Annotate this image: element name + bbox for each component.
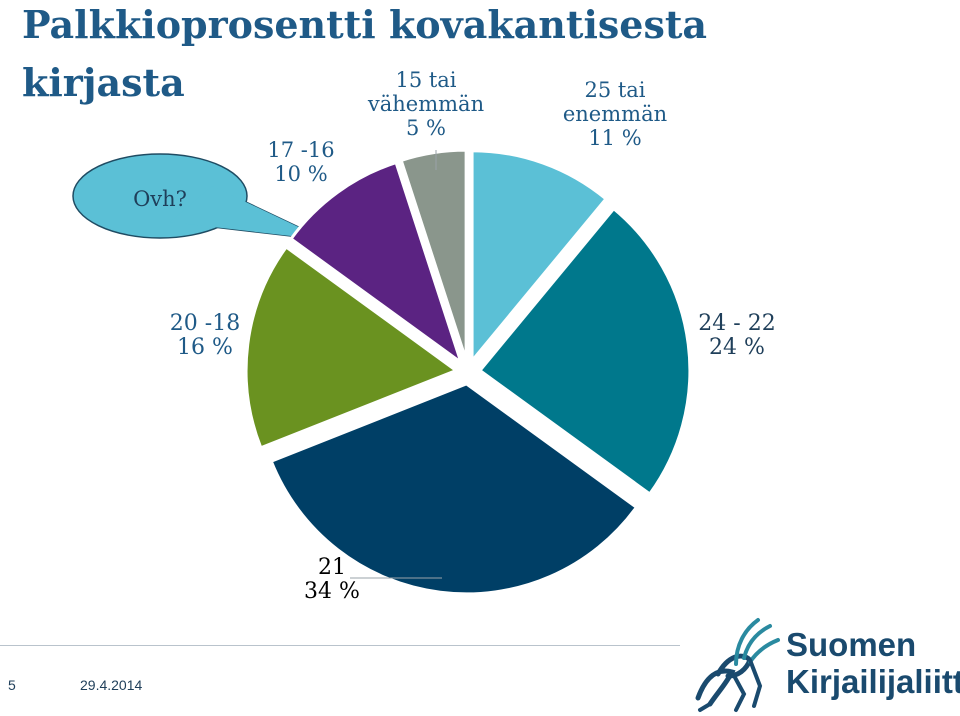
footer-divider [0, 645, 680, 646]
slice-20-18 [244, 244, 460, 450]
slice-label-20-18: 20 -18 16 % [169, 311, 241, 360]
page-title: Palkkioprosentti kovakantisesta kirjasta [22, 2, 708, 105]
page-number: 5 [8, 677, 16, 693]
slice-21 [269, 382, 639, 596]
logo-wordmark: Suomen Kirjailijaliitto [786, 626, 960, 700]
slice-25-plus [470, 149, 609, 365]
slice-label-15-minus: 15 tai vähemmän 5 % [367, 68, 485, 140]
slice-24-22 [477, 206, 692, 497]
organization-logo: Suomen Kirjailijaliitto [688, 606, 960, 716]
slice-label-17-16: 17 -16 10 % [267, 138, 335, 186]
slice-15-minus [399, 148, 468, 361]
callout-text: Ovh? [133, 187, 187, 211]
slice-label-24-22: 24 - 22 24 % [698, 311, 776, 360]
slice-label-21: 21 34 % [304, 555, 360, 604]
callout-bubble: Ovh? [72, 153, 327, 241]
pegasus-logo-icon [695, 618, 780, 712]
logo-line-2: Kirjailijaliitto [786, 663, 960, 700]
slice-17-16 [288, 160, 464, 367]
footer-date: 29.4.2014 [80, 677, 143, 693]
slice-label-25-plus: 25 tai enemmän 11 % [562, 78, 668, 150]
logo-line-1: Suomen [786, 626, 917, 663]
